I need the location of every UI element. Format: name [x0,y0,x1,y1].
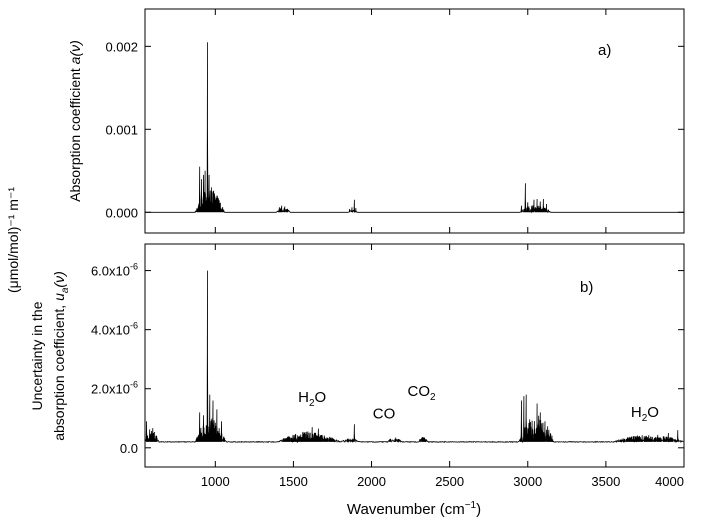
panel-a-y-tick-label: 0.002 [105,39,138,54]
x-tick-label: 1500 [279,474,308,489]
panel-b-y-ticks: 0.0 2.0x10-6 4.0x10-6 6.0x10-6 [91,262,684,456]
species-annotation: H2O [298,389,326,409]
x-axis-label: Wavenumber (cm−1) [347,500,481,518]
panel-b-y-tick-label: 2.0x10-6 [91,380,138,397]
panel-b-annotations: H2O CO CO2 H2O [298,383,659,424]
panel-a-x-ticks [214,9,685,233]
panel-a-frame [144,8,685,234]
panel-b-y-tick-label: 0.0 [120,441,138,456]
panel-b-spectrum-line [144,270,685,444]
panel-a: 0.000 0.001 0.002 a) Absorption coefficien… [67,8,685,234]
panel-b-y-tick-label: 4.0x10-6 [91,321,138,338]
species-annotation: CO2 [407,383,436,403]
x-tick-label: 3500 [591,474,620,489]
panel-a-label: a) [598,42,611,59]
panel-b-y-tick-label: 6.0x10-6 [91,262,138,279]
x-tick-label: 2500 [435,474,464,489]
shared-y-unit-label: (μmol/mol)⁻¹ m⁻¹ [5,187,21,293]
panel-a-y-tick-label: 0.000 [105,205,138,220]
x-tick-label: 4000 [655,474,684,489]
panel-b-x-ticks: 1000 1500 2000 2500 3000 3500 4000 [201,244,685,489]
species-annotation: CO [373,405,396,422]
x-tick-label: 1000 [201,474,230,489]
panel-b-label: b) [580,279,593,296]
species-annotation: H2O [631,404,659,424]
panel-b-y-axis-label-line2: absorption coefficient, ua(ν) [51,271,71,441]
panel-a-y-axis-label: Absorption coefficient a(ν) [67,40,83,202]
x-tick-label: 2000 [357,474,386,489]
panel-b-y-axis-label-line1: Uncertainty in the [29,301,45,410]
panel-b-frame [144,243,685,468]
x-tick-label: 3000 [513,474,542,489]
panel-a-y-tick-label: 0.001 [105,122,138,137]
panel-a-spectrum-line [145,42,684,214]
panel-b: 0.0 2.0x10-6 4.0x10-6 6.0x10-6 1000 1500 2000… [29,243,685,489]
panel-a-y-ticks: 0.000 0.001 0.002 [105,39,684,220]
